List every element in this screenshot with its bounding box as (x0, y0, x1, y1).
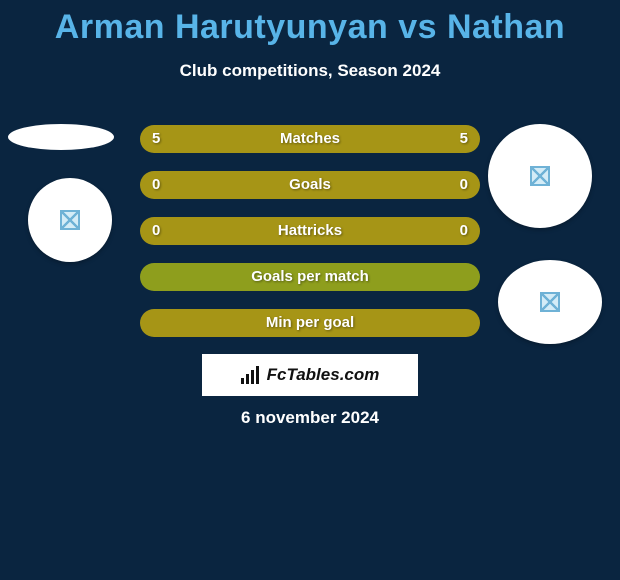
stat-right-value: 0 (460, 217, 468, 245)
stat-bar: Goals per match (140, 263, 480, 291)
stat-bar: 0 Goals 0 (140, 171, 480, 199)
stat-bar: 0 Hattricks 0 (140, 217, 480, 245)
stat-label: Goals (289, 171, 331, 199)
stat-right-value: 0 (460, 171, 468, 199)
stat-right-value: 5 (460, 125, 468, 153)
comparison-card: Arman Harutyunyan vs Nathan Club competi… (0, 0, 620, 580)
stat-left-value: 0 (152, 217, 160, 245)
stat-left-value: 0 (152, 171, 160, 199)
comparison-subtitle: Club competitions, Season 2024 (0, 61, 620, 81)
player-left-shadow (8, 124, 114, 150)
bar-chart-icon (241, 366, 263, 384)
stat-label: Hattricks (278, 217, 342, 245)
comparison-title: Arman Harutyunyan vs Nathan (0, 0, 620, 47)
stat-bar: Min per goal (140, 309, 480, 337)
placeholder-image-icon (60, 210, 80, 230)
stat-label: Min per goal (266, 309, 354, 337)
source-logo: FcTables.com (202, 354, 418, 396)
stat-bar: 5 Matches 5 (140, 125, 480, 153)
player-right-avatar-1 (488, 124, 592, 228)
stat-left-value: 5 (152, 125, 160, 153)
player-left-avatar (28, 178, 112, 262)
comparison-date: 6 november 2024 (0, 408, 620, 428)
placeholder-image-icon (530, 166, 550, 186)
source-logo-text: FcTables.com (267, 365, 380, 385)
stat-bars: 5 Matches 5 0 Goals 0 0 Hattricks 0 Goals per mat… (140, 125, 480, 355)
placeholder-image-icon (540, 292, 560, 312)
player-right-avatar-2 (498, 260, 602, 344)
stat-label: Matches (280, 125, 340, 153)
stat-label: Goals per match (251, 263, 369, 291)
